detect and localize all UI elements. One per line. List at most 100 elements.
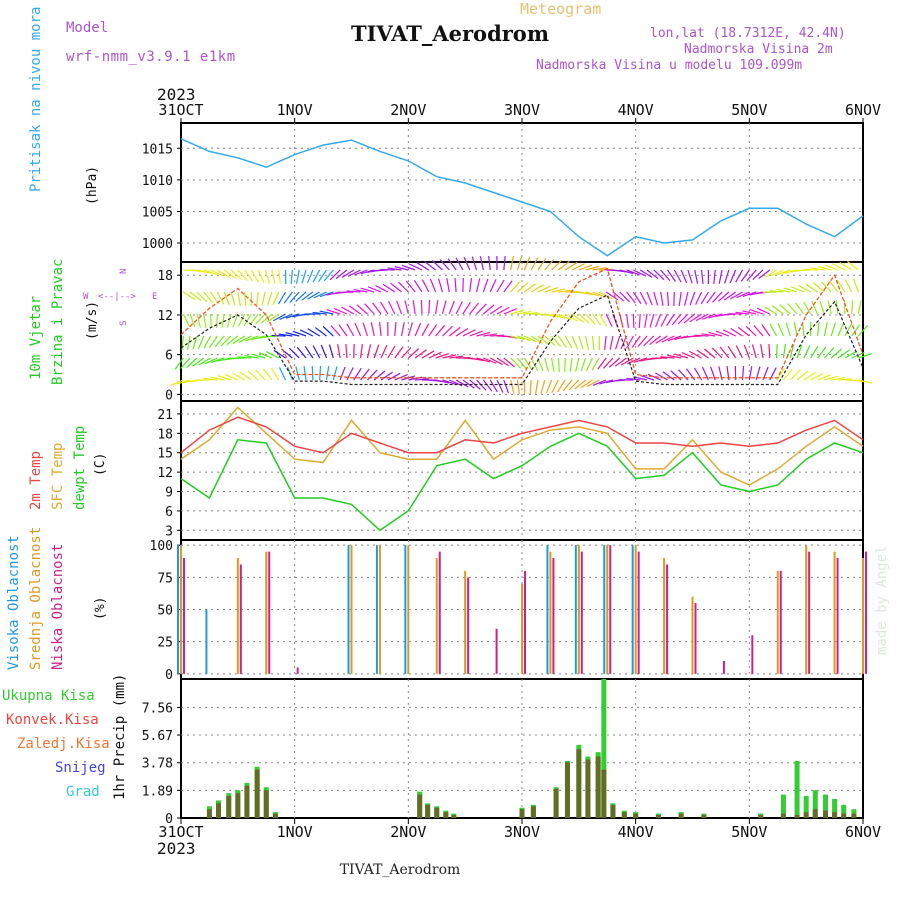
wind-barb <box>339 366 346 381</box>
wind-barb <box>278 269 281 284</box>
wind-barb <box>793 322 798 337</box>
wind-barb <box>564 262 578 271</box>
wind-barb <box>516 256 523 271</box>
wind-barb <box>476 357 491 363</box>
wind-barb <box>742 291 757 297</box>
wind-barb <box>295 366 300 381</box>
wind-barb <box>764 269 777 278</box>
wind-barb <box>632 291 642 305</box>
wind-barb <box>756 307 771 315</box>
wind-barb <box>346 323 355 337</box>
year-bottom-label: 2023 <box>157 839 196 858</box>
precip-ytick-label: 3.78 <box>142 757 173 772</box>
wind-barb <box>209 335 218 348</box>
wind-speed-line <box>180 294 864 386</box>
precip-conv-bar <box>530 806 536 818</box>
wind-barb <box>446 278 450 293</box>
wind-barb <box>578 291 593 296</box>
wind-barb <box>633 269 647 277</box>
wind-barb <box>289 291 300 303</box>
wind-barb <box>696 349 709 359</box>
wind-barb <box>702 313 716 320</box>
wind-barb <box>203 377 218 381</box>
wind-barb <box>598 313 608 327</box>
wind-barb <box>551 259 563 271</box>
wind-barb <box>435 379 450 384</box>
precip-conv-bar <box>417 794 423 818</box>
wind-barb <box>421 323 430 337</box>
wind-barb <box>182 313 190 327</box>
x-tick-label-bottom: 2NOV <box>390 823 426 841</box>
wind-barb <box>633 376 648 381</box>
wind-barb <box>271 269 276 284</box>
wind-barb <box>394 266 409 271</box>
wind-barb <box>503 357 516 368</box>
wind-barb <box>196 313 201 328</box>
wind-barb <box>722 329 736 337</box>
wind-barb <box>496 379 504 393</box>
wind-barb <box>496 357 509 367</box>
wind-barb <box>517 335 531 342</box>
wind-barb <box>223 269 236 279</box>
wind-barb <box>643 335 655 347</box>
wind-barb <box>295 269 300 284</box>
wind-barb <box>360 368 370 381</box>
wind-barb <box>237 269 248 281</box>
wind-barb <box>578 313 590 324</box>
wind-barb <box>220 335 232 347</box>
temperature-ytick-label: 12 <box>157 466 173 481</box>
wind-barb <box>743 344 750 359</box>
precip-conv-bar <box>519 809 525 818</box>
wind-gust-line <box>180 267 864 379</box>
wind-barb <box>232 313 239 328</box>
precip-conv-bar <box>425 804 431 818</box>
wind-barb <box>413 279 423 293</box>
wind-barb <box>592 379 607 386</box>
wind-barb <box>462 301 471 315</box>
wind-barb <box>388 301 396 315</box>
wind-barb <box>448 326 461 337</box>
wind-barb <box>851 299 854 315</box>
precip-conv-bar <box>254 769 260 818</box>
wind-barb <box>353 288 368 293</box>
wind-barb <box>667 269 676 282</box>
wind-barb <box>255 369 266 381</box>
wind-barb <box>831 376 846 381</box>
wind-barb <box>189 291 202 302</box>
wind-barb <box>356 304 368 315</box>
wind-barb <box>510 256 514 271</box>
wind-barb <box>176 379 191 385</box>
wind-barb <box>858 379 873 384</box>
wind-barb <box>637 335 648 348</box>
wind-barb <box>755 366 761 381</box>
wind-barb <box>713 269 716 284</box>
wind-barb <box>530 257 539 271</box>
wind-barb <box>503 256 506 271</box>
wind-barb <box>695 291 703 305</box>
wind-barb <box>278 333 293 337</box>
wind-barb <box>489 305 503 315</box>
wind-frame <box>180 261 864 402</box>
precip-conv-bar <box>206 809 212 818</box>
wind-barb <box>824 264 839 271</box>
wind-barb <box>558 260 570 271</box>
wind-barb <box>449 355 464 359</box>
wind-barb <box>203 313 207 328</box>
wind-barb <box>839 262 852 271</box>
wind-barb <box>380 268 395 271</box>
wind-barb <box>387 345 396 359</box>
x-tick-label-top: 6NOV <box>845 101 881 119</box>
wind-barb <box>723 291 737 301</box>
wind-barb <box>442 379 456 385</box>
wind-barb <box>266 313 280 323</box>
wind-barb <box>551 379 559 393</box>
wind-barb <box>192 335 198 350</box>
wind-barb <box>544 335 556 347</box>
wind-barb <box>694 269 699 284</box>
temperature-ytick-label: 21 <box>157 408 173 423</box>
wind-barb <box>435 300 439 315</box>
wind-barb <box>439 259 450 271</box>
precip-conv-bar <box>226 796 232 818</box>
wind-barb <box>789 369 801 381</box>
